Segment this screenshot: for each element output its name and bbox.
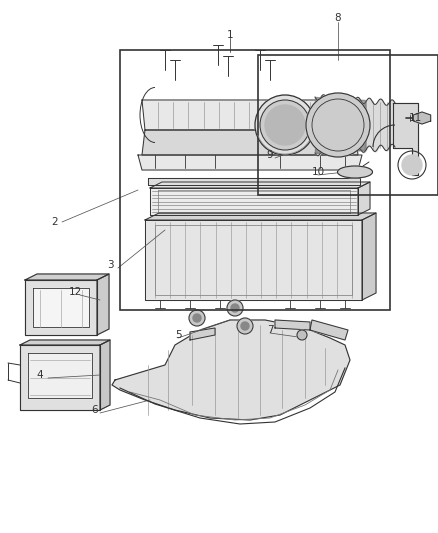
Ellipse shape <box>338 166 372 178</box>
Text: 10: 10 <box>311 167 325 177</box>
Text: 12: 12 <box>68 287 81 297</box>
Polygon shape <box>142 130 358 155</box>
Circle shape <box>227 300 243 316</box>
Polygon shape <box>150 182 370 188</box>
Polygon shape <box>145 213 376 220</box>
Bar <box>120 50 390 310</box>
Polygon shape <box>310 320 348 340</box>
Polygon shape <box>150 188 358 215</box>
Text: 4: 4 <box>37 370 43 380</box>
Circle shape <box>189 310 205 326</box>
Polygon shape <box>413 112 431 124</box>
Text: 3: 3 <box>107 260 113 270</box>
Circle shape <box>306 93 370 157</box>
Bar <box>258 55 438 195</box>
Circle shape <box>297 330 307 340</box>
Polygon shape <box>393 103 418 175</box>
Text: 7: 7 <box>267 325 273 335</box>
Polygon shape <box>358 182 370 215</box>
Circle shape <box>312 99 364 151</box>
Polygon shape <box>145 220 362 300</box>
Text: 6: 6 <box>92 405 98 415</box>
Polygon shape <box>138 155 362 170</box>
Circle shape <box>193 314 201 322</box>
Circle shape <box>402 155 422 175</box>
Text: 9: 9 <box>267 150 273 160</box>
Polygon shape <box>190 328 215 340</box>
Text: 2: 2 <box>52 217 58 227</box>
Circle shape <box>320 107 356 143</box>
Circle shape <box>231 304 239 312</box>
Text: 1: 1 <box>227 30 233 40</box>
Text: 5: 5 <box>175 330 181 340</box>
Polygon shape <box>362 213 376 300</box>
Polygon shape <box>112 320 350 420</box>
Circle shape <box>255 95 315 155</box>
Polygon shape <box>25 280 97 335</box>
Polygon shape <box>148 178 360 185</box>
Text: 8: 8 <box>335 13 341 23</box>
Polygon shape <box>28 353 92 398</box>
Polygon shape <box>275 320 310 330</box>
Polygon shape <box>20 345 100 410</box>
Polygon shape <box>20 340 110 345</box>
Text: 11: 11 <box>408 113 422 123</box>
Circle shape <box>265 105 305 145</box>
Polygon shape <box>100 340 110 410</box>
Circle shape <box>237 318 253 334</box>
Polygon shape <box>97 274 109 335</box>
Circle shape <box>241 322 249 330</box>
Polygon shape <box>142 100 358 130</box>
Polygon shape <box>25 274 109 280</box>
Polygon shape <box>33 288 89 327</box>
Circle shape <box>260 100 310 150</box>
